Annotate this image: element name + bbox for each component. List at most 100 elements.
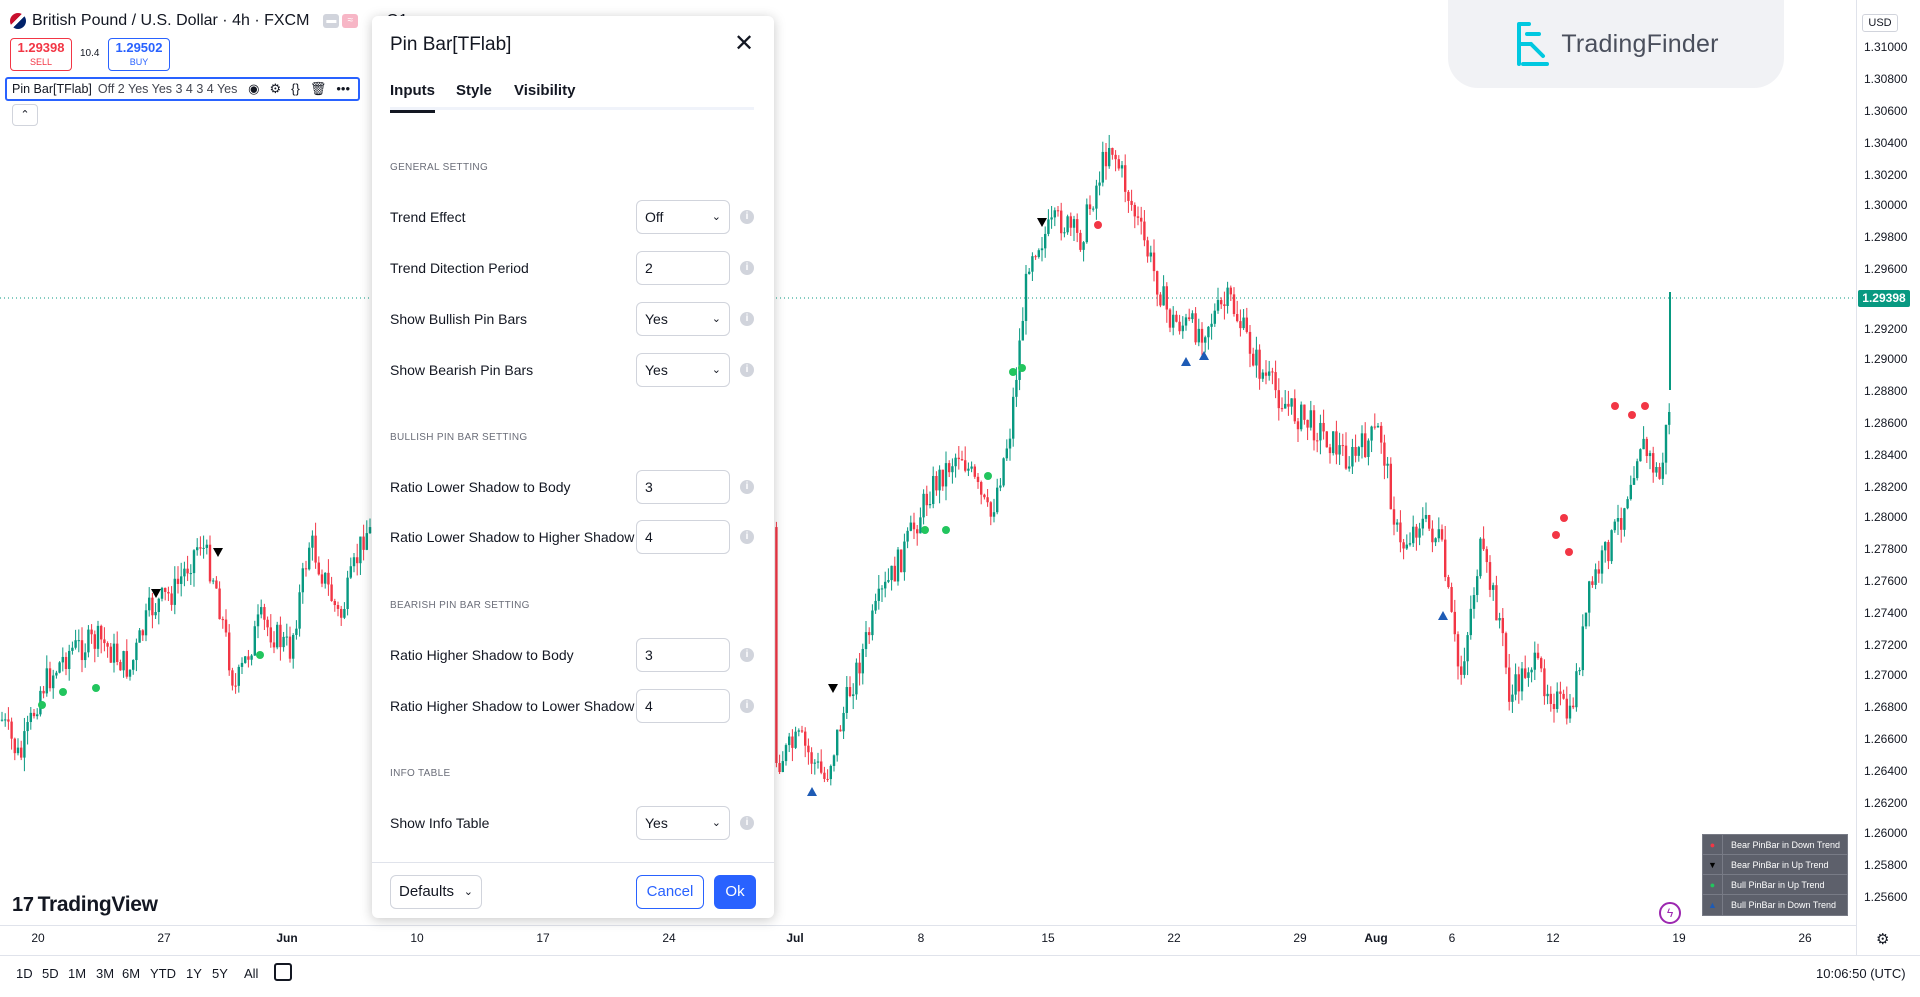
indicator-legend[interactable]: Pin Bar[TFlab] Off 2 Yes Yes 3 4 3 4 Yes… — [5, 77, 360, 101]
bull-pinbar-up-trend-marker — [921, 526, 929, 534]
source-code-icon[interactable]: {} — [291, 81, 300, 96]
candle-body — [1501, 617, 1504, 634]
candle-body — [1610, 530, 1613, 562]
info-icon[interactable]: i — [740, 312, 754, 326]
eye-icon[interactable]: ◉ — [248, 81, 260, 96]
tab-inputs[interactable]: Inputs — [390, 82, 435, 113]
trash-icon[interactable]: 🗑 — [309, 81, 327, 96]
timeframe-button[interactable]: 1M — [68, 966, 87, 981]
symbol-header[interactable]: British Pound / U.S. Dollar · 4h · FXCM … — [10, 12, 412, 30]
info-icon[interactable]: i — [740, 530, 754, 544]
defaults-button[interactable]: Defaults ⌄ — [390, 875, 482, 909]
bear-ratio-shadow-input[interactable]: 4 — [636, 689, 730, 723]
tab-style[interactable]: Style — [456, 82, 492, 99]
candle-body — [775, 527, 778, 764]
show-bearish-select[interactable]: Yes ⌄ — [636, 353, 730, 387]
timeframe-button[interactable]: 3M — [96, 966, 115, 981]
info-icon[interactable]: i — [740, 648, 754, 662]
bear-pinbar-down-trend-marker — [1628, 411, 1636, 419]
info-icon[interactable]: i — [740, 480, 754, 494]
more-icon[interactable]: ••• — [336, 81, 350, 96]
candle-body — [1629, 484, 1632, 500]
timeframe-button[interactable]: All — [244, 966, 259, 981]
price-axis[interactable] — [1856, 0, 1920, 955]
cancel-button[interactable]: Cancel — [636, 875, 704, 909]
candle-body — [1540, 658, 1543, 669]
timeframe-button[interactable]: 1D — [16, 966, 33, 981]
info-icon[interactable]: i — [740, 210, 754, 224]
candle-body — [1242, 317, 1245, 329]
timeframe-button[interactable]: 5Y — [212, 966, 228, 981]
time-axis[interactable] — [0, 925, 1856, 955]
candle-body — [77, 640, 80, 642]
trend-effect-select[interactable]: Off ⌄ — [636, 200, 730, 234]
candle-body — [1412, 526, 1415, 544]
candle-body — [180, 576, 183, 584]
calendar-icon[interactable] — [274, 963, 292, 981]
timeframe-button[interactable]: YTD — [150, 966, 176, 981]
trend-period-input[interactable]: 2 — [636, 251, 730, 285]
candle-body — [989, 502, 992, 517]
candle-body — [295, 628, 298, 635]
close-icon[interactable]: ✕ — [733, 30, 755, 57]
gear-icon[interactable]: ⚙ — [269, 81, 282, 96]
symbol-title[interactable]: British Pound / U.S. Dollar · 4h · FXCM — [32, 12, 310, 29]
candle-body — [317, 562, 320, 575]
candle-body — [196, 547, 199, 551]
candle-body — [368, 527, 372, 534]
timeframe-button[interactable]: 1Y — [186, 966, 202, 981]
show-info-select[interactable]: Yes ⌄ — [636, 806, 730, 840]
collapse-legend-button[interactable]: ⌃ — [12, 104, 38, 126]
candle-body — [1031, 256, 1034, 272]
candle-body — [1290, 398, 1293, 407]
candle-body — [970, 466, 973, 469]
candle-body — [116, 643, 119, 663]
candle-body — [1498, 617, 1501, 621]
indicator-name[interactable]: Pin Bar[TFlab] — [12, 82, 92, 96]
info-icon[interactable]: i — [740, 261, 754, 275]
candle-body — [948, 463, 951, 473]
bear-ratio-body-input[interactable]: 3 — [636, 638, 730, 672]
timeframe-button[interactable]: 5D — [42, 966, 59, 981]
candle-body — [967, 468, 970, 471]
buy-button[interactable]: 1.29502 BUY — [108, 38, 170, 71]
lightning-icon[interactable]: ϟ — [1659, 902, 1681, 924]
tradingview-logo[interactable]: 17 TradingView — [12, 893, 158, 917]
info-icon[interactable]: i — [740, 699, 754, 713]
price-tick: 1.26000 — [1864, 826, 1908, 840]
candle-body — [1216, 300, 1220, 311]
candle-body — [1415, 526, 1418, 538]
time-tick: Jun — [276, 931, 298, 945]
section-general-title: GENERAL SETTING — [390, 162, 489, 173]
candle-body — [304, 568, 308, 570]
timeframe-button[interactable]: 6M — [122, 966, 141, 981]
ok-button[interactable]: Ok — [714, 875, 756, 909]
candle-body — [1213, 310, 1216, 324]
candle-body — [996, 487, 999, 513]
candle-body — [1514, 674, 1517, 695]
dialog-body[interactable]: GENERAL SETTING Trend Effect Off ⌄ i Tren… — [372, 114, 774, 862]
show-bullish-select[interactable]: Yes ⌄ — [636, 302, 730, 336]
info-icon[interactable]: i — [740, 363, 754, 377]
candle-body — [1082, 242, 1085, 250]
utc-clock[interactable]: 10:06:50 (UTC) — [1816, 966, 1906, 981]
candle-body — [954, 457, 957, 467]
candle-body — [976, 476, 980, 483]
bull-ratio-shadow-input[interactable]: 4 — [636, 520, 730, 554]
candle-body — [250, 655, 253, 660]
candle-body — [154, 612, 157, 616]
candle-body — [1005, 448, 1008, 459]
section-bullish-title: BULLISH PIN BAR SETTING — [390, 432, 528, 443]
candle-body — [1034, 256, 1037, 258]
bull-ratio-body-input[interactable]: 3 — [636, 470, 730, 504]
candle-body — [791, 736, 794, 748]
price-tick: 1.26400 — [1864, 764, 1908, 778]
price-chart[interactable] — [0, 0, 1856, 925]
sell-button[interactable]: 1.29398 SELL — [10, 38, 72, 71]
tab-visibility[interactable]: Visibility — [514, 82, 576, 99]
currency-selector[interactable]: USD — [1862, 14, 1898, 32]
candle-body — [228, 632, 231, 671]
candle-body — [1012, 396, 1015, 439]
axis-settings-icon[interactable]: ⚙ — [1876, 931, 1890, 948]
info-icon[interactable]: i — [740, 816, 754, 830]
